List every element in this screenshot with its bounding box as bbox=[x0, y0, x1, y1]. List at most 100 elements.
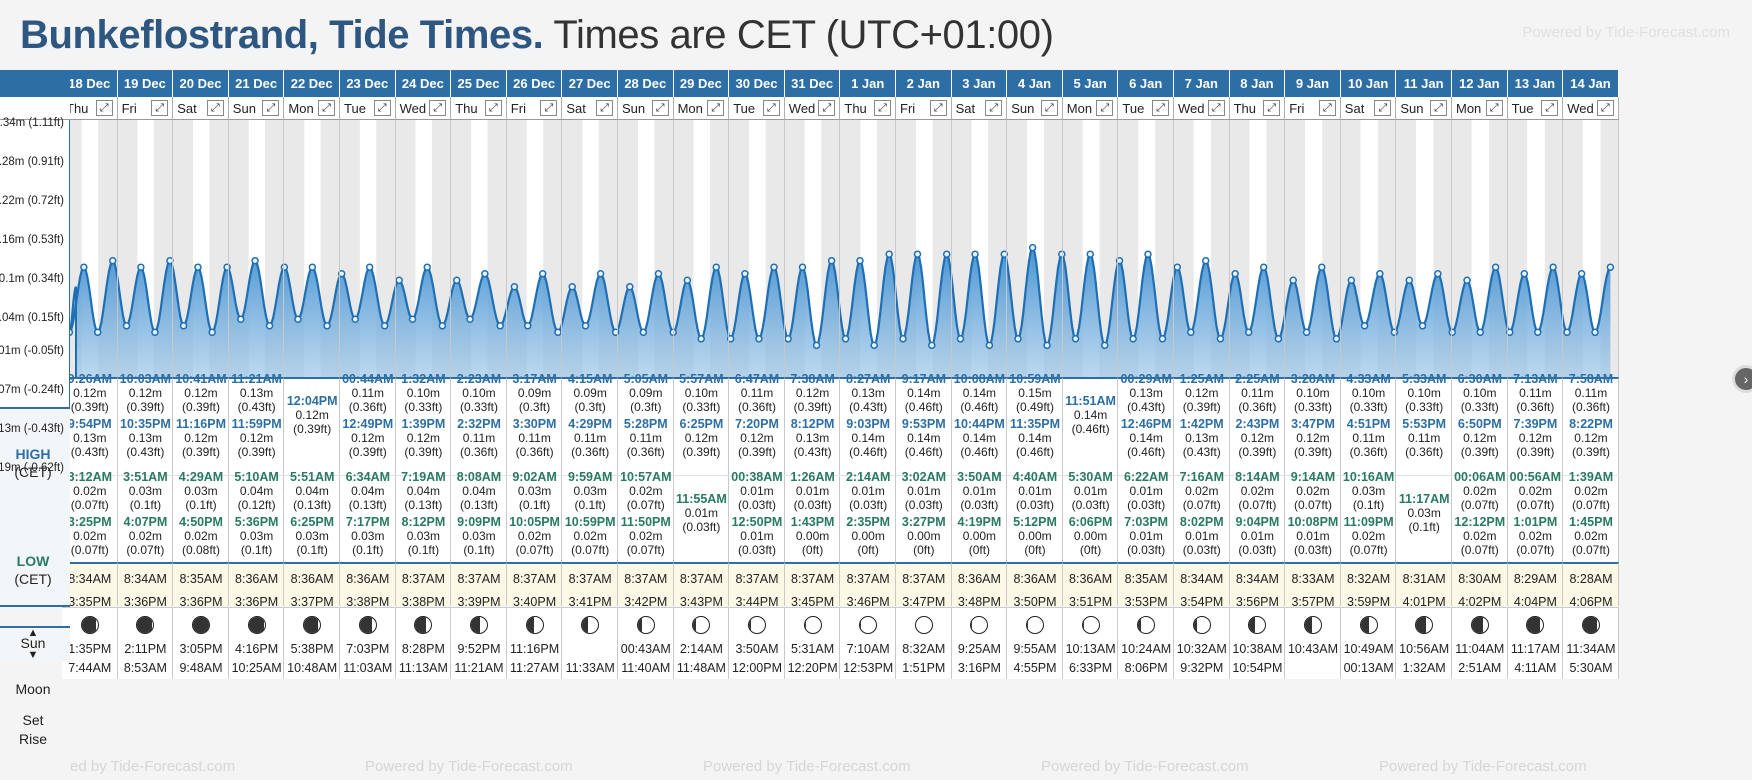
date-header[interactable]: 23 Dec bbox=[340, 70, 396, 97]
date-header[interactable]: 13 Jan bbox=[1507, 70, 1564, 97]
expand-icon[interactable]: ⤢ bbox=[929, 100, 947, 116]
expand-icon[interactable]: ⤢ bbox=[429, 100, 447, 116]
expand-icon[interactable]: ⤢ bbox=[1485, 100, 1503, 116]
expand-icon[interactable]: ⤢ bbox=[985, 100, 1003, 116]
expand-icon[interactable]: ⤢ bbox=[1040, 100, 1058, 116]
date-header[interactable]: 6 Jan bbox=[1118, 70, 1174, 97]
date-header[interactable]: 21 Dec bbox=[228, 70, 285, 97]
date-header[interactable]: 12 Jan bbox=[1452, 70, 1508, 97]
expand-icon[interactable]: ⤢ bbox=[151, 100, 169, 116]
high-tide: 4:33AM 0.10m (0.33ft) bbox=[1341, 372, 1397, 414]
expand-icon[interactable]: ⤢ bbox=[1318, 100, 1336, 116]
tide-height-ft: (0.46ft) bbox=[960, 445, 999, 459]
tide-time: 8:27AM bbox=[845, 372, 891, 386]
high-tide: 7:13AM 0.11m (0.36ft) bbox=[1508, 372, 1564, 414]
expand-icon[interactable]: ⤢ bbox=[651, 100, 669, 116]
expand-icon[interactable]: ⤢ bbox=[1207, 100, 1225, 116]
sunset-time: 3:44PM bbox=[735, 595, 779, 609]
date-header[interactable]: 11 Jan bbox=[1396, 70, 1452, 97]
high-tide: 4:15AM 0.09m (0.3ft) bbox=[562, 372, 618, 414]
date-header[interactable]: 31 Dec bbox=[784, 70, 841, 97]
tide-height-ft: (0.46ft) bbox=[849, 445, 888, 459]
high-tide-point bbox=[1173, 263, 1182, 271]
tide-height-m: 0.03m bbox=[239, 529, 274, 543]
low-tide: 10:59PM 0.02m (0.07ft) bbox=[562, 515, 618, 557]
expand-icon[interactable]: ⤢ bbox=[1374, 100, 1392, 116]
date-header[interactable]: 27 Dec bbox=[562, 70, 618, 97]
expand-icon[interactable]: ⤢ bbox=[95, 100, 113, 116]
expand-icon[interactable]: ⤢ bbox=[206, 100, 224, 116]
tide-height-m: 0.03m bbox=[573, 484, 607, 498]
moon-phase-icon bbox=[914, 616, 933, 634]
sunset-time: 3:37PM bbox=[290, 595, 334, 609]
tide-height-ft: (0.12ft) bbox=[237, 498, 276, 512]
high-low-divider bbox=[1507, 475, 1564, 476]
tide-time: 5:51AM bbox=[289, 470, 335, 484]
moon-shadow bbox=[1416, 617, 1427, 633]
date-header[interactable]: 29 Dec bbox=[673, 70, 730, 97]
day-row: Thu ⤢ bbox=[1229, 97, 1286, 120]
expand-icon[interactable]: ⤢ bbox=[1263, 100, 1281, 116]
low-tide-point bbox=[1302, 328, 1311, 337]
tide-height-ft: (0.36ft) bbox=[348, 400, 387, 414]
date-header[interactable]: 1 Jan bbox=[840, 70, 896, 97]
tide-height-ft: (0.03ft) bbox=[1127, 498, 1166, 512]
tide-times-bg bbox=[729, 377, 785, 577]
tide-height-ft: (0.36ft) bbox=[515, 445, 554, 459]
expand-icon[interactable]: ⤢ bbox=[1151, 100, 1169, 116]
tide-height-m: 0.02m bbox=[517, 529, 552, 543]
day-row: Mon ⤢ bbox=[1062, 97, 1119, 120]
sun-row-bg bbox=[562, 562, 618, 606]
sunset-time: 3:48PM bbox=[957, 595, 1001, 609]
expand-icon[interactable]: ⤢ bbox=[484, 100, 502, 116]
expand-icon[interactable]: ⤢ bbox=[540, 100, 558, 116]
moon-shadow bbox=[1249, 617, 1255, 633]
date-header[interactable]: 5 Jan bbox=[1062, 70, 1119, 97]
expand-icon[interactable]: ⤢ bbox=[1541, 100, 1559, 116]
date-header[interactable]: 25 Dec bbox=[451, 70, 507, 97]
tide-height-ft: (0.03ft) bbox=[849, 498, 888, 512]
date-header[interactable]: 3 Jan bbox=[951, 70, 1008, 97]
tide-height-m: 0.14m bbox=[907, 386, 941, 400]
low-tide: 1:39AM 0.02m (0.07ft) bbox=[1563, 470, 1619, 512]
expand-icon[interactable]: ⤢ bbox=[317, 100, 335, 116]
date-header[interactable]: 30 Dec bbox=[729, 70, 785, 97]
scroll-right-button[interactable]: › bbox=[1732, 365, 1752, 393]
date-header[interactable]: 4 Jan bbox=[1007, 70, 1063, 97]
tide-time: 3:28AM bbox=[1290, 372, 1336, 386]
expand-icon[interactable]: ⤢ bbox=[873, 100, 891, 116]
expand-icon[interactable]: ⤢ bbox=[595, 100, 613, 116]
expand-icon[interactable]: ⤢ bbox=[818, 100, 836, 116]
date-header[interactable]: 14 Jan bbox=[1563, 70, 1619, 97]
sunrise-time: 8:30AM bbox=[1458, 572, 1502, 586]
low-tide: 3:50AM 0.01m (0.03ft) bbox=[952, 470, 1008, 512]
sunset-time: 3:45PM bbox=[791, 595, 835, 609]
date-header[interactable]: 7 Jan bbox=[1174, 70, 1230, 97]
date-header[interactable]: 26 Dec bbox=[506, 70, 563, 97]
date-header[interactable]: 2 Jan bbox=[896, 70, 952, 97]
date-header[interactable]: 8 Jan bbox=[1229, 70, 1286, 97]
tide-height-m: 0.13m bbox=[73, 431, 107, 445]
date-header[interactable]: 9 Jan bbox=[1285, 70, 1341, 97]
date-header[interactable]: 19 Dec bbox=[117, 70, 174, 97]
tide-time: 8:22PM bbox=[1569, 417, 1613, 431]
expand-icon[interactable]: ⤢ bbox=[707, 100, 725, 116]
tide-height-m: 0.11m bbox=[629, 431, 663, 445]
expand-icon[interactable]: ⤢ bbox=[262, 100, 280, 116]
moonset-time: 5:38PM bbox=[290, 642, 334, 656]
date-header[interactable]: 22 Dec bbox=[284, 70, 340, 97]
expand-icon[interactable]: ⤢ bbox=[1096, 100, 1114, 116]
date-header[interactable]: 10 Jan bbox=[1340, 70, 1397, 97]
date-header[interactable]: 18 Dec bbox=[62, 70, 118, 97]
expand-icon[interactable]: ⤢ bbox=[762, 100, 780, 116]
expand-icon[interactable]: ⤢ bbox=[1596, 100, 1614, 116]
day-name: Tue bbox=[1122, 101, 1145, 116]
date-header[interactable]: 24 Dec bbox=[395, 70, 452, 97]
tide-height-m: 0.13m bbox=[795, 431, 830, 445]
moon-shadow bbox=[137, 617, 153, 633]
date-header[interactable]: 20 Dec bbox=[173, 70, 229, 97]
moonset-time: 9:55AM bbox=[1013, 642, 1057, 656]
date-header[interactable]: 28 Dec bbox=[618, 70, 674, 97]
expand-icon[interactable]: ⤢ bbox=[1429, 100, 1447, 116]
expand-icon[interactable]: ⤢ bbox=[373, 100, 391, 116]
